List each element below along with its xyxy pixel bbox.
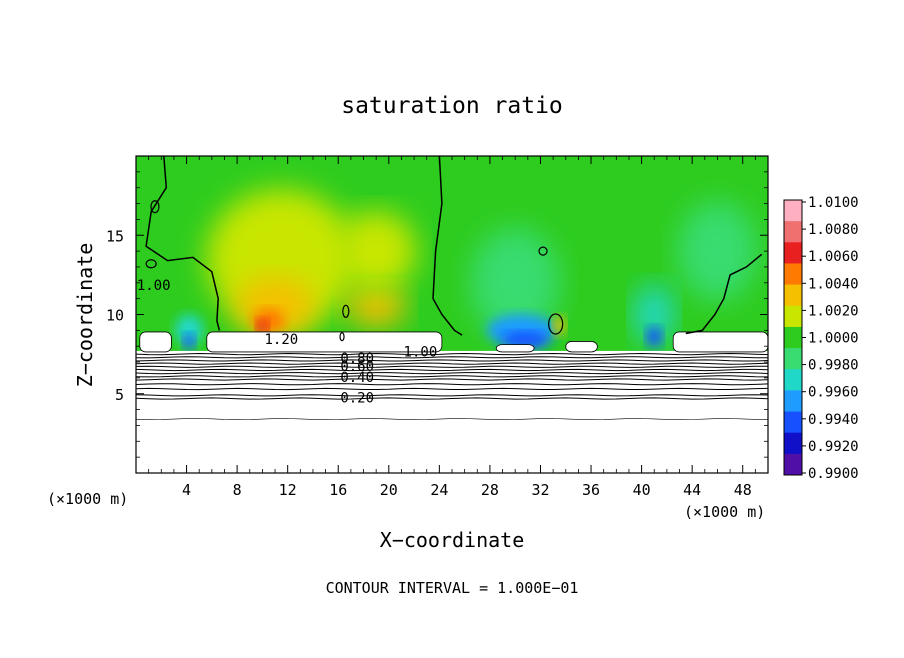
colorbar-label: 0.9900	[808, 466, 859, 482]
x-tick-label: 16	[329, 481, 347, 499]
contour-label: 0.60	[340, 359, 374, 375]
colorbar-label: 1.0060	[808, 249, 859, 265]
contour-line	[136, 359, 768, 362]
contour-island	[548, 313, 564, 335]
x-unit-label-left: (×1000 m)	[47, 490, 128, 508]
contour-line	[136, 387, 768, 391]
colorbar-label: 1.0040	[808, 276, 859, 292]
contour-island	[150, 200, 160, 214]
contour-label: 0.20	[340, 391, 374, 407]
field-anomaly	[336, 211, 417, 292]
colorbar-label: 0.9940	[808, 412, 859, 428]
colorbar-swatch	[784, 305, 802, 328]
x-tick-label: 28	[481, 481, 499, 499]
field-anomaly	[646, 326, 663, 347]
field-anomaly	[256, 319, 269, 336]
field-anomaly	[501, 331, 550, 348]
contour-island	[538, 246, 548, 256]
contour-line	[145, 156, 221, 331]
chart-title: saturation ratio	[341, 93, 563, 119]
field-anomaly	[183, 333, 196, 350]
colorbar-swatch	[784, 369, 802, 391]
contour-label: 0.40	[340, 370, 374, 386]
colorbar: 1.0100 1.0080 1.0060 1.0040 1.0020 1.0000 0.99…	[783, 195, 859, 482]
contour-line	[136, 394, 768, 397]
field-anomaly	[634, 284, 675, 345]
colorbar-label: 1.0000	[808, 331, 859, 347]
x-tick-label: 36	[582, 481, 600, 499]
contour-line	[136, 397, 768, 400]
colorbar-swatch	[784, 242, 802, 264]
cloud-patch	[139, 331, 172, 353]
field-anomaly	[470, 227, 561, 338]
cloud-patch	[206, 331, 443, 353]
contour-line	[136, 372, 768, 375]
contour-line	[136, 368, 768, 372]
colorbar-label: 1.0080	[808, 222, 859, 238]
colorbar-swatch	[784, 432, 802, 455]
colorbar-label: 1.0100	[808, 195, 859, 211]
x-tick-label: 48	[734, 481, 752, 499]
contour-line	[136, 383, 768, 386]
contour-line	[136, 362, 768, 365]
contour-interval-footer: CONTOUR INTERVAL = 1.000E−01	[326, 579, 579, 597]
colorbar-label: 1.0020	[808, 303, 859, 319]
contour-line	[136, 418, 768, 421]
x-tick-label: 20	[380, 481, 398, 499]
x-tick-label: 24	[430, 481, 448, 499]
field-anomaly	[677, 201, 758, 302]
colorbar-swatch	[784, 221, 802, 243]
contour-line	[136, 378, 768, 381]
x-unit-label-right: (×1000 m)	[684, 503, 765, 521]
y-tick-label: 15	[106, 227, 124, 245]
colorbar-label: 0.9960	[808, 385, 859, 401]
cloud-patch	[565, 341, 598, 353]
field-anomaly	[346, 286, 407, 327]
contour-line	[136, 375, 768, 378]
y-tick-label: 10	[106, 307, 124, 325]
x-tick-label: 32	[531, 481, 549, 499]
colorbar-swatch	[784, 348, 802, 370]
contour-line	[432, 156, 463, 336]
contour-label: 1.00	[137, 278, 171, 294]
contour-line	[136, 365, 768, 368]
colorbar-label: 0.9980	[808, 358, 859, 374]
cloud-patch	[672, 331, 768, 353]
colorbar-label: 0.9920	[808, 439, 859, 455]
contour-line	[136, 356, 768, 359]
contour-line	[685, 253, 763, 335]
colorbar-swatch	[784, 411, 802, 434]
contour-island	[342, 304, 350, 318]
x-tick-label: 40	[633, 481, 651, 499]
colorbar-swatch	[784, 200, 802, 222]
cloud-patch	[495, 344, 535, 353]
subcloud-region	[136, 350, 768, 473]
field-anomaly	[175, 314, 204, 347]
colorbar-swatch	[784, 326, 802, 349]
plot-area: 1.00 1.20 1.00 0.800.600.40 0.20	[136, 156, 768, 473]
contour-line	[136, 352, 768, 356]
x-tick-label: 8	[233, 481, 242, 499]
x-tick-label: 12	[279, 481, 297, 499]
colorbar-swatch	[784, 263, 802, 286]
colorbar-swatch	[784, 390, 802, 413]
y-tick-label: 5	[115, 386, 124, 404]
x-tick-label: 4	[182, 481, 191, 499]
colorbar-swatch	[784, 453, 802, 476]
x-axis-label: X−coordinate	[380, 528, 525, 552]
contour-label: 1.20	[265, 332, 299, 348]
x-tick-label: 44	[683, 481, 701, 499]
contour-island	[339, 332, 345, 342]
y-axis-label: Z−coordinate	[73, 243, 97, 388]
colorbar-swatch	[784, 284, 802, 307]
contour-label: 1.00	[404, 345, 438, 361]
contour-label: 0.80	[340, 351, 374, 367]
contour-island	[145, 259, 157, 269]
